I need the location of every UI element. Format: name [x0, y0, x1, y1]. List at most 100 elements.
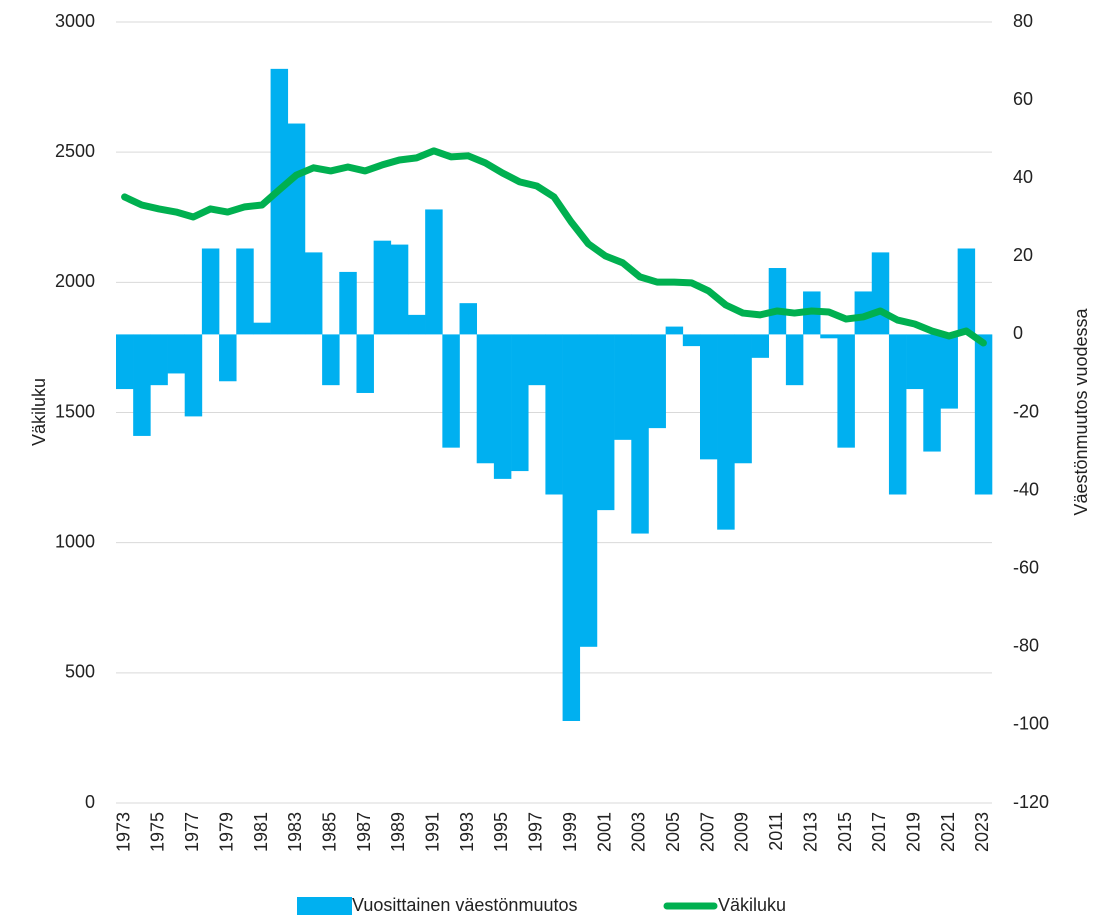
- bar: [854, 291, 873, 335]
- bar: [545, 334, 563, 495]
- line: [121, 147, 987, 347]
- x-tick-label: 1993: [457, 812, 477, 852]
- bar: [923, 334, 941, 452]
- bar: [390, 244, 409, 335]
- y2-tick-label: 20: [1013, 245, 1033, 265]
- y-axis-title: Väkiluku: [29, 378, 49, 446]
- y-tick-label: 1500: [55, 401, 95, 421]
- x-tick-label: 2005: [663, 812, 683, 852]
- legend-swatch: [297, 897, 352, 915]
- y2-tick-label: -80: [1013, 636, 1039, 656]
- bar: [322, 334, 340, 386]
- bar: [596, 334, 615, 511]
- y2-tick-label: -100: [1013, 714, 1049, 734]
- bar: [837, 334, 855, 448]
- bar: [373, 240, 392, 335]
- bar: [631, 334, 649, 534]
- bar: [562, 334, 581, 721]
- y2-axis-title: Väestönmuutos vuodessa: [1071, 307, 1091, 515]
- bar: [201, 248, 220, 335]
- y2-tick-label: -40: [1013, 479, 1039, 499]
- x-tick-label: 2001: [594, 812, 614, 852]
- bar: [768, 268, 787, 335]
- y2-tick-label: -120: [1013, 792, 1049, 812]
- y2-tick-label: -20: [1013, 401, 1039, 421]
- bar: [408, 314, 426, 335]
- x-tick-label: 1997: [526, 812, 546, 852]
- bar: [734, 334, 752, 464]
- x-tick-label: 1985: [319, 812, 339, 852]
- bar: [219, 334, 237, 382]
- bar: [167, 334, 186, 374]
- x-tick-label: 1973: [113, 812, 133, 852]
- x-tick-label: 1987: [354, 812, 374, 852]
- y-tick-label: 0: [85, 792, 95, 812]
- bar: [116, 334, 134, 390]
- bar: [700, 334, 718, 460]
- y2-tick-label: 40: [1013, 167, 1033, 187]
- y-tick-label: 3000: [55, 11, 95, 31]
- x-tick-label: 2021: [938, 812, 958, 852]
- bar: [614, 334, 632, 440]
- bar: [270, 68, 289, 335]
- x-tick-label: 1999: [560, 812, 580, 852]
- bar: [425, 209, 443, 335]
- bar: [459, 303, 478, 335]
- bar: [287, 123, 306, 335]
- bar: [493, 334, 512, 479]
- bar: [888, 334, 907, 495]
- x-tick-label: 2011: [766, 812, 786, 851]
- bar: [476, 334, 495, 464]
- bar: [871, 252, 890, 335]
- bar: [528, 334, 546, 386]
- y-tick-label: 500: [65, 662, 95, 682]
- bar: [974, 334, 993, 495]
- x-tick-label: 2015: [835, 812, 855, 852]
- bar: [236, 248, 254, 335]
- y2-tick-label: -60: [1013, 557, 1039, 577]
- bar: [253, 322, 271, 335]
- bar: [150, 334, 168, 386]
- bar: [682, 334, 701, 347]
- bar: [133, 334, 151, 436]
- y-tick-label: 1000: [55, 531, 95, 551]
- y-tick-label: 2500: [55, 141, 95, 161]
- bar: [957, 248, 976, 335]
- bar: [665, 326, 684, 335]
- x-tick-label: 2023: [972, 812, 992, 852]
- x-tick-label: 1995: [491, 812, 511, 852]
- y2-tick-label: 0: [1013, 323, 1023, 343]
- bar: [442, 334, 460, 448]
- bar: [184, 334, 203, 417]
- x-tick-label: 1981: [251, 812, 271, 852]
- legend-label: Vuosittainen väestönmuutos: [352, 895, 577, 915]
- x-tick-label: 2019: [903, 812, 923, 852]
- x-tick-label: 2003: [629, 812, 649, 852]
- y2-tick-label: 80: [1013, 11, 1033, 31]
- x-tick-label: 1991: [423, 812, 443, 852]
- bar: [511, 334, 529, 472]
- x-tick-label: 1983: [285, 812, 305, 852]
- bar: [356, 334, 374, 393]
- x-tick-label: 1979: [216, 812, 236, 852]
- bar: [579, 334, 598, 647]
- bar: [785, 334, 804, 386]
- x-tick-label: 2017: [869, 812, 889, 852]
- bar: [304, 252, 323, 335]
- bar: [717, 334, 735, 530]
- x-tick-label: 2007: [697, 812, 717, 852]
- x-tick-label: 1975: [148, 812, 168, 852]
- bar: [751, 334, 770, 358]
- legend-label: Väkiluku: [718, 895, 786, 915]
- bar: [906, 334, 924, 390]
- bar: [648, 334, 666, 429]
- bar: [820, 334, 838, 339]
- bar: [940, 334, 958, 409]
- y-tick-label: 2000: [55, 271, 95, 291]
- bar: [339, 271, 357, 335]
- x-tick-label: 1977: [182, 812, 202, 852]
- y2-tick-label: 60: [1013, 89, 1033, 109]
- x-tick-label: 1989: [388, 812, 408, 852]
- x-tick-label: 2013: [800, 812, 820, 852]
